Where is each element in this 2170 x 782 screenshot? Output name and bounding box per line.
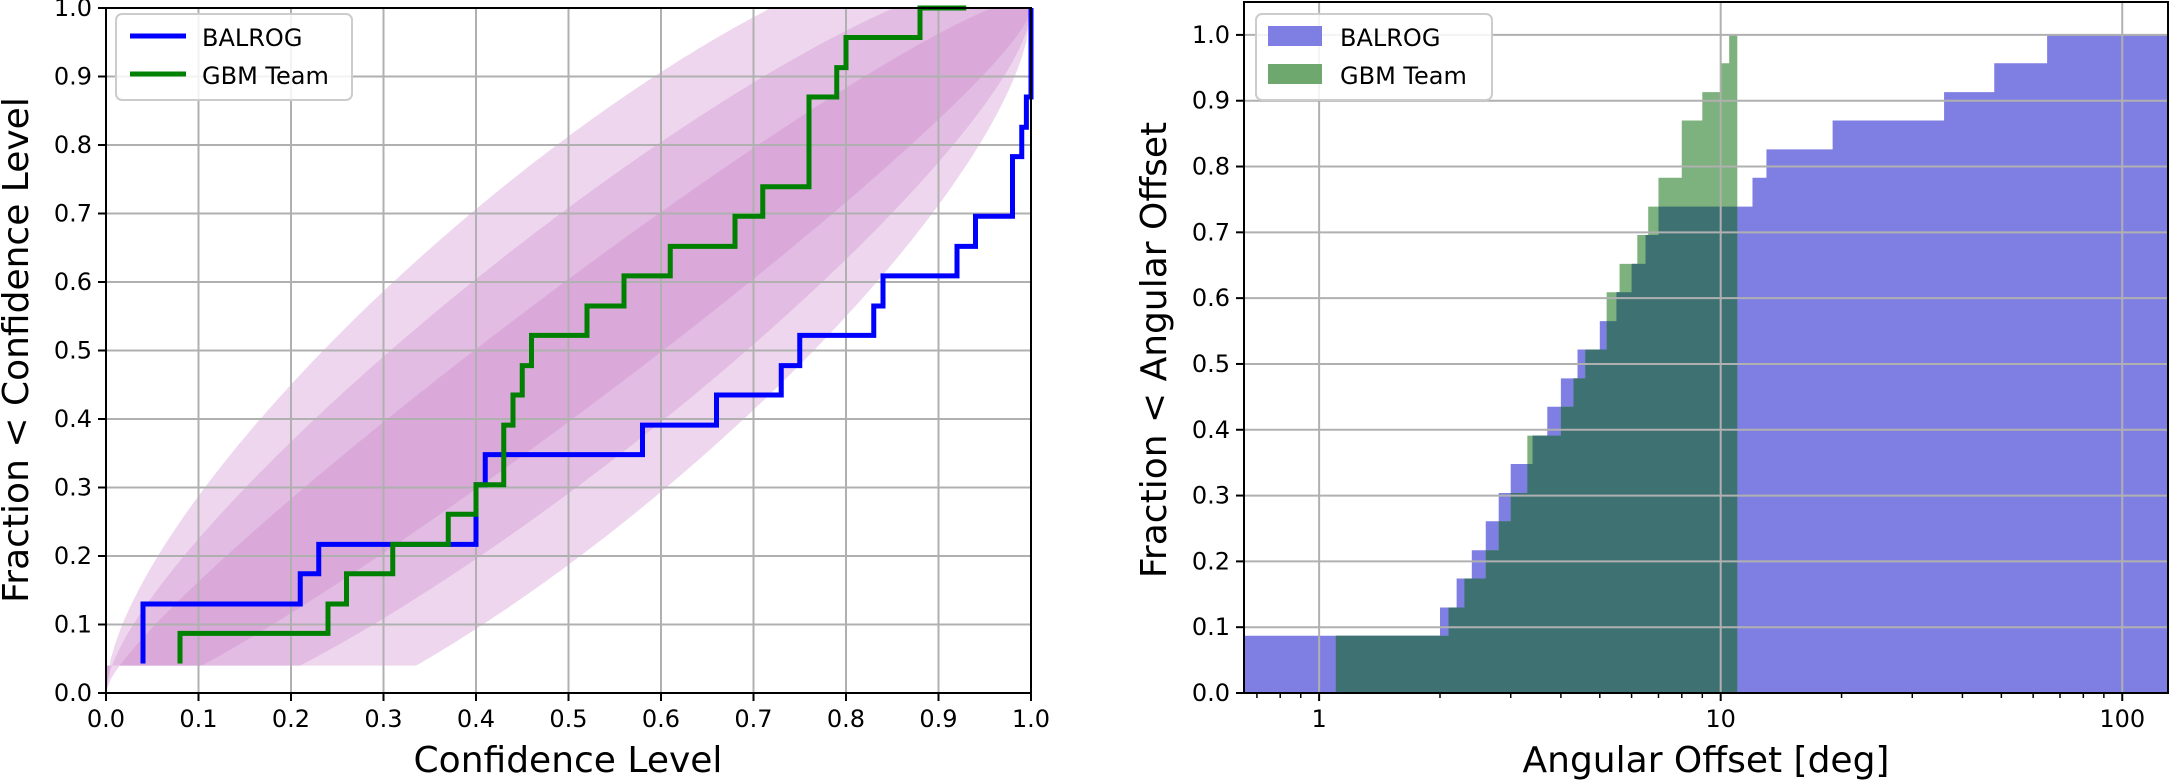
left-x-tick-label: 0.9	[919, 705, 957, 733]
left-y-tick-label: 0.6	[54, 268, 92, 296]
left-y-tick-label: 0.4	[54, 405, 92, 433]
left-legend: BALROG GBM Team	[115, 13, 353, 101]
left-legend-label-balrog: BALROG	[202, 24, 302, 52]
left-legend-label-gbm: GBM Team	[202, 62, 329, 90]
right-axes-frame	[1243, 1, 2169, 694]
right-y-tick-label: 0.3	[1192, 482, 1230, 510]
right-legend-label-gbm: GBM Team	[1340, 62, 1467, 90]
right-y-tick-label: 0.6	[1192, 284, 1230, 312]
left-y-tick-label: 0.1	[54, 611, 92, 639]
right-overlap-area	[1335, 206, 1738, 694]
left-x-ticks: 0.0 0.1 0.2 0.3 0.4 0.5 0.6 0.7 0.8 0.9 1.0	[87, 693, 1050, 733]
left-x-tick-label: 0.8	[827, 705, 865, 733]
left-y-tick-label: 0.7	[54, 200, 92, 228]
right-legend-label-balrog: BALROG	[1340, 24, 1440, 52]
left-y-tick-label: 0.5	[54, 337, 92, 365]
right-legend: BALROG GBM Team	[1255, 13, 1493, 101]
left-x-tick-label: 0.6	[642, 705, 680, 733]
angular-offset-cdf-chart: 1 10 100 0.0 0.1 0.2 0.3 0.4 0.5 0.6 0.7 0.8 0.9 1.0…	[1134, 1, 2169, 781]
right-x-tick-label: 1	[1311, 705, 1326, 733]
left-y-tick-label: 0.8	[54, 131, 92, 159]
left-series-line-gbm-team	[177, 5, 967, 664]
left-y-ticks: 0.0 0.1 0.2 0.3 0.4 0.5 0.6 0.7 0.8 0.9 1.0	[54, 0, 106, 707]
right-y-tick-label: 0.1	[1192, 613, 1230, 641]
left-y-axis-label: Fraction < Confidence Level	[0, 97, 37, 603]
right-x-tick-label: 100	[2099, 705, 2145, 733]
left-y-tick-label: 1.0	[54, 0, 92, 22]
left-x-tick-label: 0.7	[734, 705, 772, 733]
left-x-axis-label: Confidence Level	[414, 740, 723, 781]
right-x-ticks: 1 10 100	[1256, 693, 2145, 733]
right-y-ticks: 0.0 0.1 0.2 0.3 0.4 0.5 0.6 0.7 0.8 0.9 1.0	[1192, 21, 1244, 707]
left-x-tick-label: 0.1	[179, 705, 217, 733]
left-x-tick-label: 0.5	[549, 705, 587, 733]
right-y-tick-label: 0.2	[1192, 547, 1230, 575]
right-y-tick-label: 0.5	[1192, 350, 1230, 378]
left-y-tick-label: 0.0	[54, 679, 92, 707]
left-x-tick-label: 0.4	[457, 705, 495, 733]
right-x-tick-label: 10	[1705, 705, 1736, 733]
left-x-tick-label: 0.0	[87, 705, 125, 733]
right-y-tick-label: 1.0	[1192, 21, 1230, 49]
left-x-tick-label: 0.3	[364, 705, 402, 733]
right-legend-swatch-gbm	[1268, 64, 1322, 84]
right-y-tick-label: 0.9	[1192, 87, 1230, 115]
pp-plot-chart: 0.0 0.1 0.2 0.3 0.4 0.5 0.6 0.7 0.8 0.9 1.0 0.0 0.1…	[0, 0, 1050, 781]
left-x-tick-label: 1.0	[1012, 705, 1050, 733]
left-y-tick-label: 0.9	[54, 63, 92, 91]
right-legend-swatch-balrog	[1268, 26, 1322, 46]
right-y-tick-label: 0.7	[1192, 218, 1230, 246]
left-y-tick-label: 0.2	[54, 542, 92, 570]
right-y-tick-label: 0.8	[1192, 153, 1230, 181]
right-x-axis-label: Angular Offset [deg]	[1523, 740, 1890, 781]
right-y-axis-label: Fraction < Angular Offset	[1134, 122, 1175, 578]
right-y-tick-label: 0.0	[1192, 679, 1230, 707]
left-series	[140, 5, 1034, 664]
left-y-tick-label: 0.3	[54, 474, 92, 502]
left-x-tick-label: 0.2	[272, 705, 310, 733]
right-y-tick-label: 0.4	[1192, 416, 1230, 444]
